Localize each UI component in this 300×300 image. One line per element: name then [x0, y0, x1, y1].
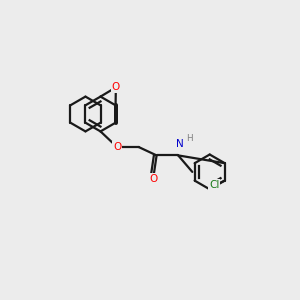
Text: O: O [112, 82, 120, 92]
Text: N: N [176, 139, 184, 149]
Text: O: O [113, 142, 121, 152]
Text: Cl: Cl [209, 180, 220, 190]
Text: O: O [149, 174, 158, 184]
Text: H: H [186, 134, 193, 143]
